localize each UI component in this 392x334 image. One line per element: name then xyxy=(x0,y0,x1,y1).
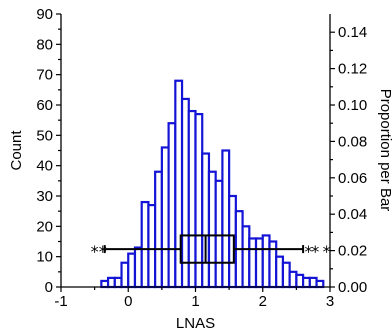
x-tick-label: 3 xyxy=(326,293,334,310)
bars-layer xyxy=(100,79,325,289)
y2-tick-label: 0.08 xyxy=(338,133,367,150)
histogram-bar xyxy=(315,279,325,289)
y-tick-label: 70 xyxy=(36,67,53,84)
y2-axis-title: Proportion per Bar xyxy=(377,89,392,212)
x-tick-label: -1 xyxy=(54,293,67,310)
y2-tick-label: 0.14 xyxy=(338,24,367,41)
x-tick-label: 0 xyxy=(124,293,132,310)
outlier-marker: * xyxy=(304,242,312,261)
x-axis-title: LNAS xyxy=(176,315,215,332)
y2-tick-label: 0.12 xyxy=(338,61,367,78)
outlier-marker: * xyxy=(323,242,331,261)
y-tick-label: 30 xyxy=(36,188,53,205)
y-tick-label: 90 xyxy=(36,6,53,23)
y-tick-label: 50 xyxy=(36,127,53,144)
axes-layer: 01020304050607080900.000.020.040.060.080… xyxy=(36,6,367,310)
x-tick-label: 2 xyxy=(259,293,267,310)
y-tick-label: 60 xyxy=(36,97,53,114)
y-tick-label: 20 xyxy=(36,218,53,235)
y2-tick-label: 0.10 xyxy=(338,97,367,114)
x-tick-label: 1 xyxy=(191,293,199,310)
box-iqr xyxy=(179,234,235,264)
outlier-marker: * xyxy=(99,242,107,261)
outlier-marker: * xyxy=(91,242,99,261)
y-tick-label: 80 xyxy=(36,36,53,53)
y-tick-label: 40 xyxy=(36,158,53,175)
y2-tick-label: 0.06 xyxy=(338,170,367,187)
y2-tick-label: 0.02 xyxy=(338,243,367,260)
y-tick-label: 0 xyxy=(45,279,53,296)
y-axis-title: Count xyxy=(8,130,25,171)
y2-tick-label: 0.00 xyxy=(338,279,367,296)
y2-tick-label: 0.04 xyxy=(338,206,367,223)
y-tick-label: 10 xyxy=(36,249,53,266)
outlier-marker: * xyxy=(311,242,319,261)
boxplot-layer: * * ** * xyxy=(91,234,331,264)
